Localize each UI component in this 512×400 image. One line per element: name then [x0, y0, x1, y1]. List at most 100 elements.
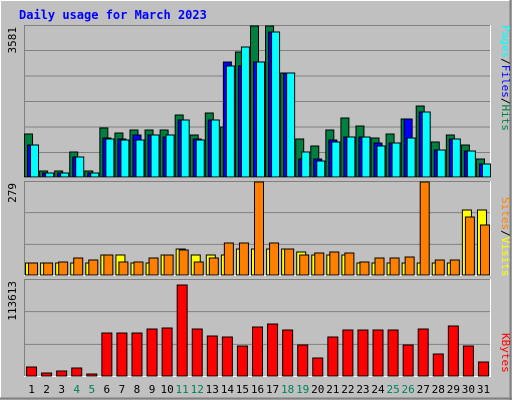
- bar-kbytes-day-28: [432, 353, 444, 377]
- x-tick-label: 22: [341, 383, 354, 396]
- bar-pages-day-4: [75, 156, 85, 178]
- bar-pages-day-8: [135, 139, 145, 178]
- bar-kbytes-day-12: [191, 328, 203, 377]
- bar-sites-day-29: [449, 259, 460, 276]
- x-tick-label: 3: [58, 383, 65, 396]
- bar-kbytes-day-2: [41, 372, 53, 377]
- bar-pages-day-14: [225, 65, 235, 178]
- x-tick-label: 1: [28, 383, 35, 396]
- legend-hits-files-pages: Pages/Files/Hits: [499, 25, 512, 131]
- legend-kbytes: KBytes: [499, 333, 512, 373]
- bar-kbytes-day-20: [312, 357, 324, 377]
- bar-pages-day-16: [256, 61, 265, 178]
- bar-sites-day-30: [464, 216, 475, 276]
- bar-kbytes-day-13: [206, 335, 218, 377]
- x-tick-label: 6: [104, 383, 111, 396]
- x-tick-label: 21: [326, 383, 339, 396]
- bar-sites-day-7: [118, 261, 129, 276]
- legend-entry: Visits: [499, 237, 512, 277]
- bar-kbytes-day-31: [477, 361, 489, 377]
- chart-title: Daily usage for March 2023: [19, 8, 207, 22]
- bar-kbytes-day-9: [146, 328, 158, 377]
- bar-sites-day-31: [479, 224, 490, 276]
- bar-pages-day-25: [391, 142, 401, 178]
- hits-files-pages-panel: 3581: [6, 25, 491, 178]
- bar-kbytes-day-29: [447, 325, 459, 377]
- x-tick-label: 14: [221, 383, 235, 396]
- x-tick-label: 31: [477, 383, 490, 396]
- bar-kbytes-day-4: [71, 367, 83, 377]
- bar-sites-day-18: [284, 248, 295, 276]
- bar-kbytes-day-8: [131, 332, 143, 377]
- legend-entry: Pages: [499, 25, 512, 58]
- kbytes-panel: 113613: [6, 279, 491, 377]
- bar-kbytes-day-11: [176, 284, 188, 377]
- legend-entry: /: [499, 98, 512, 105]
- bar-kbytes-day-6: [101, 332, 113, 377]
- bar-sites-day-5: [88, 259, 99, 276]
- y-max-label: 279: [6, 183, 19, 203]
- bar-pages-day-19: [301, 151, 311, 178]
- bar-pages-day-17: [271, 31, 281, 178]
- bar-pages-day-31: [481, 163, 491, 178]
- x-tick-label: 7: [119, 383, 126, 396]
- bar-sites-day-11: [178, 249, 189, 276]
- bar-pages-day-22: [346, 136, 356, 178]
- bar-sites-day-23: [359, 261, 370, 276]
- legend-entry: Files: [499, 65, 512, 98]
- x-tick-label: 23: [356, 383, 369, 396]
- x-tick-label: 12: [191, 383, 204, 396]
- bar-pages-day-7: [120, 139, 130, 178]
- bar-kbytes-day-1: [26, 366, 38, 377]
- bar-kbytes-day-23: [357, 329, 369, 377]
- x-tick-label: 26: [402, 383, 415, 396]
- bar-kbytes-day-26: [402, 344, 414, 377]
- x-tick-label: 20: [311, 383, 324, 396]
- x-tick-label: 15: [236, 383, 249, 396]
- legend-entry: /: [499, 230, 512, 237]
- x-tick-label: 2: [43, 383, 50, 396]
- bar-kbytes-day-14: [221, 336, 233, 377]
- legend-entry: /: [499, 58, 512, 65]
- bar-pages-day-6: [105, 138, 115, 178]
- bar-pages-day-12: [195, 139, 205, 178]
- bar-pages-day-1: [30, 144, 40, 178]
- bar-sites-day-10: [163, 254, 174, 276]
- bar-pages-day-18: [286, 72, 296, 178]
- bar-pages-day-26: [406, 137, 416, 178]
- bar-kbytes-day-19: [297, 344, 309, 377]
- bar-pages-day-27: [421, 111, 431, 178]
- bar-kbytes-day-15: [236, 345, 248, 377]
- bar-pages-day-2: [45, 172, 55, 178]
- bar-pages-day-15: [240, 46, 250, 178]
- y-max-label: 113613: [6, 281, 19, 321]
- y-max-label: 3581: [6, 27, 19, 54]
- bar-kbytes-day-16: [252, 326, 263, 377]
- bar-pages-day-9: [150, 134, 160, 178]
- bar-sites-day-14: [223, 242, 234, 276]
- bar-sites-day-6: [103, 254, 114, 276]
- x-tick-label: 5: [88, 383, 95, 396]
- bar-sites-day-9: [148, 257, 159, 276]
- bar-pages-day-5: [90, 172, 100, 178]
- x-tick-label: 13: [206, 383, 219, 396]
- bar-pages-day-3: [60, 172, 70, 178]
- bar-sites-day-27: [419, 181, 430, 276]
- bar-kbytes-day-5: [86, 373, 98, 377]
- bar-sites-day-2: [43, 262, 54, 276]
- bar-sites-day-25: [389, 257, 400, 276]
- bar-sites-day-12: [193, 261, 204, 276]
- bar-kbytes-day-21: [327, 336, 339, 377]
- bar-sites-day-24: [374, 257, 385, 276]
- x-tick-label: 27: [417, 383, 430, 396]
- x-tick-label: 28: [432, 383, 445, 396]
- bar-kbytes-day-18: [282, 329, 294, 377]
- x-tick-label: 4: [73, 383, 80, 396]
- bar-sites-day-13: [208, 257, 219, 276]
- x-tick-label: 19: [296, 383, 309, 396]
- bar-pages-day-28: [436, 149, 446, 178]
- legend-entry: Sites: [499, 197, 512, 230]
- bar-kbytes-day-24: [372, 329, 384, 377]
- legend-entry: Hits: [499, 105, 512, 132]
